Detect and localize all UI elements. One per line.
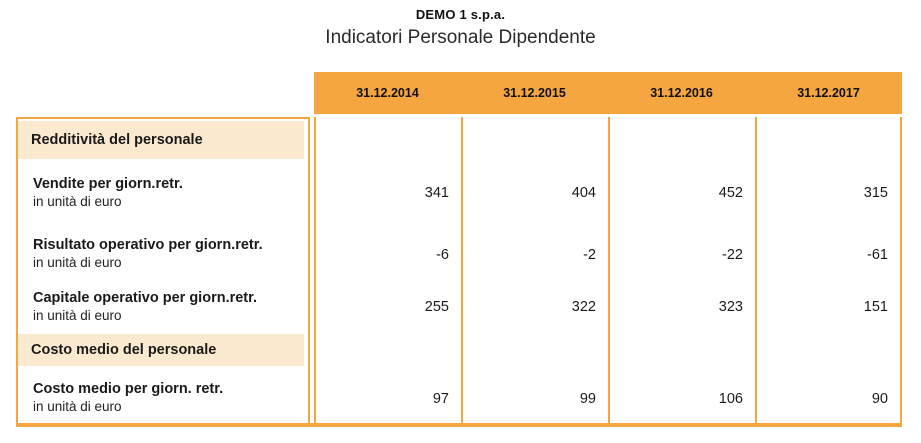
value-cell — [314, 117, 461, 159]
value-cell — [755, 332, 902, 366]
value-cell: 97 — [314, 366, 461, 423]
value-cell: -2 — [461, 227, 608, 282]
row-label: Capitale operativo per giorn.retr. — [33, 289, 257, 306]
section-label: Costo medio del personale — [18, 334, 304, 366]
value-cell — [755, 117, 902, 159]
column-header-2014: 31.12.2014 — [314, 72, 461, 114]
value-cell — [314, 332, 461, 366]
column-header-2015: 31.12.2015 — [461, 72, 608, 114]
value-cell: 315 — [755, 159, 902, 227]
page-title: Indicatori Personale Dipendente — [325, 27, 596, 48]
column-header-2016: 31.12.2016 — [608, 72, 755, 114]
table-row-vendite-label: Vendite per giorn.retr. in unità di euro — [16, 159, 310, 227]
row-label: Vendite per giorn.retr. — [33, 175, 183, 192]
row-sublabel: in unità di euro — [33, 255, 122, 271]
band-spacer — [16, 72, 310, 114]
value-cell — [461, 117, 608, 159]
section-row-costo-medio: Costo medio del personale — [16, 332, 310, 366]
section-label: Redditività del personale — [18, 121, 304, 159]
indicators-table: 31.12.2014 31.12.2015 31.12.2016 31.12.2… — [16, 72, 902, 427]
value-cell: 322 — [461, 282, 608, 332]
row-label: Costo medio per giorn. retr. — [33, 381, 224, 398]
column-header-2017: 31.12.2017 — [755, 72, 902, 114]
row-sublabel: in unità di euro — [33, 307, 122, 323]
section-row-redditivita: Redditività del personale — [16, 117, 310, 159]
value-cell — [608, 332, 755, 366]
value-cell: 255 — [314, 282, 461, 332]
row-sublabel: in unità di euro — [33, 399, 122, 415]
table-row-capitale-label: Capitale operativo per giorn.retr. in un… — [16, 282, 310, 332]
value-cell: -22 — [608, 227, 755, 282]
value-cell — [608, 117, 755, 159]
value-cell: 452 — [608, 159, 755, 227]
value-cell: 341 — [314, 159, 461, 227]
value-cell: 99 — [461, 366, 608, 423]
row-label: Risultato operativo per giorn.retr. — [33, 237, 263, 254]
row-sublabel: in unità di euro — [33, 193, 122, 209]
table-bottom-border — [16, 423, 902, 427]
table-row-costo-medio-label: Costo medio per giorn. retr. in unità di… — [16, 366, 310, 423]
value-cell: 106 — [608, 366, 755, 423]
value-cell: -6 — [314, 227, 461, 282]
value-cell: 404 — [461, 159, 608, 227]
table-row-risultato-label: Risultato operativo per giorn.retr. in u… — [16, 227, 310, 282]
company-name: DEMO 1 s.p.a. — [415, 7, 506, 22]
value-cell: 151 — [755, 282, 902, 332]
value-cell: 323 — [608, 282, 755, 332]
value-cell: -61 — [755, 227, 902, 282]
value-cell: 90 — [755, 366, 902, 423]
value-cell — [461, 332, 608, 366]
